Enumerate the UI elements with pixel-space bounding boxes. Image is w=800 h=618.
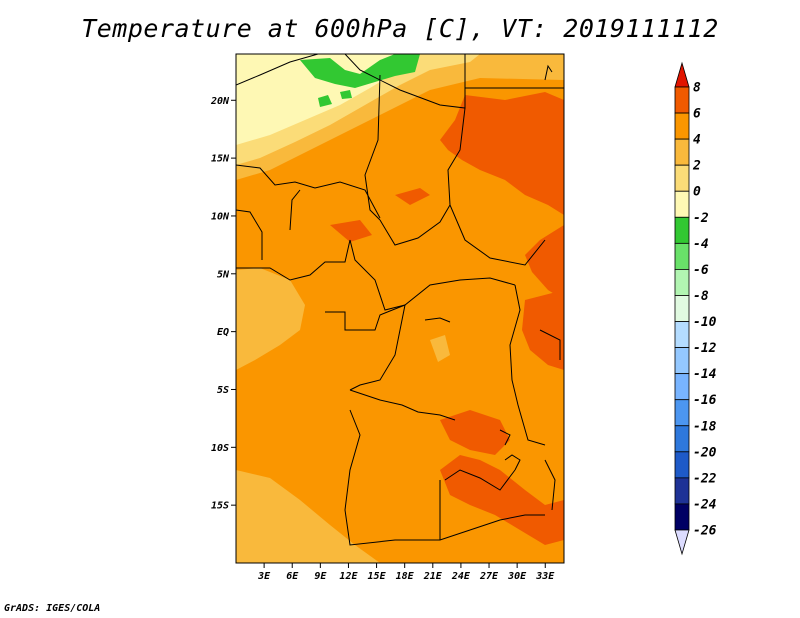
lat-tick-label: 15S: [211, 501, 229, 512]
lat-tick-label: 20N: [210, 96, 230, 107]
colorbar-segment: [674, 86, 690, 114]
colorbar-segment: [674, 373, 690, 401]
country-borders: [236, 54, 564, 546]
lat-tick-label: 5S: [217, 385, 229, 396]
colorbar-segment: [674, 242, 690, 270]
colorbar-label: -22: [693, 471, 717, 486]
field-4-to-6-north-east: [440, 92, 564, 215]
lon-tick-label: 21E: [423, 571, 443, 582]
colorbar-label: 0: [693, 185, 701, 200]
colorbar-label: -6: [693, 263, 709, 278]
colorbar-label: -18: [693, 419, 717, 434]
colorbar-segment: [674, 347, 690, 375]
field-minus6-to-minus4: [300, 54, 420, 88]
colorbar-bottom-arrow: [674, 529, 690, 556]
colorbar-label: -14: [693, 367, 717, 382]
colorbar-segment: [674, 425, 690, 453]
colorbar-label: -12: [693, 341, 717, 356]
colorbar-segment: [674, 295, 690, 322]
colorbar-segment: [674, 399, 690, 427]
longitude-axis: 3E 6E 9E 12E 15E 18E 21E 24E 27E 30E 33E: [257, 563, 555, 582]
lon-tick-label: 33E: [535, 571, 555, 582]
field-4-to-6-east: [525, 225, 564, 300]
colorbar-label: -8: [693, 289, 709, 304]
colorbar-label: -26: [693, 524, 717, 539]
colorbar-segment: [674, 269, 690, 296]
colorbar-label: 4: [693, 133, 701, 148]
lat-tick-label: 10N: [211, 211, 230, 222]
colorbar-label: -10: [693, 315, 717, 330]
colorbar-segment: [674, 190, 690, 218]
lat-tick-label: 10S: [211, 443, 229, 454]
colorbar-segment: [674, 112, 690, 140]
field-minus6-to-minus4-spots: [318, 90, 352, 107]
map-frame: [235, 53, 565, 564]
colorbar-segment: [674, 138, 690, 166]
field-4-to-6-great-lakes: [522, 290, 564, 370]
grads-credit: GrADS: IGES/COLA: [4, 603, 101, 614]
colorbar-label: -4: [693, 237, 709, 252]
field-4-to-6-patch: [440, 410, 510, 455]
lon-tick-label: 15E: [368, 571, 387, 582]
lon-tick-label: 24E: [451, 571, 471, 582]
lon-tick-label: 12E: [339, 571, 358, 582]
colorbar: 8 6 4 2 0 -2 -4 -6 -8 -10 -12 -14 -16 -18 -20 -22 -24 -26: [674, 61, 717, 556]
lat-tick-label: 15N: [211, 154, 230, 165]
colorbar-segment: [674, 451, 690, 479]
lat-tick-label: 5N: [217, 269, 230, 280]
lon-tick-label: 3E: [257, 571, 271, 582]
colorbar-label: 2: [692, 159, 701, 174]
temperature-field: [236, 54, 564, 563]
colorbar-label: 8: [693, 81, 701, 96]
chart-title: Temperature at 600hPa [C], VT: 201911111…: [81, 14, 719, 43]
field-4-to-6-central: [330, 220, 372, 242]
colorbar-segment: [674, 321, 690, 348]
colorbar-label: -2: [693, 211, 709, 226]
colorbar-segment: [674, 477, 690, 505]
lon-tick-label: 27E: [479, 571, 499, 582]
lon-tick-label: 6E: [286, 571, 299, 582]
field-0-to-2-west: [236, 268, 305, 370]
field-0-to-2-basin: [430, 335, 450, 362]
colorbar-label: -20: [693, 445, 717, 460]
lon-tick-label: 18E: [396, 571, 415, 582]
colorbar-label: -16: [693, 393, 717, 408]
latitude-axis: 20N 15N 10N 5N EQ 5S 10S 15S: [210, 96, 236, 512]
colorbar-segment: [674, 164, 690, 192]
field-4-to-6-sahel: [395, 188, 430, 205]
lat-tick-label: EQ: [217, 327, 229, 338]
field-0-to-2-southwest: [236, 470, 380, 563]
colorbar-label: -24: [693, 497, 717, 512]
colorbar-label: 6: [693, 107, 701, 122]
lon-tick-label: 9E: [314, 571, 327, 582]
colorbar-segment: [674, 216, 690, 244]
lon-tick-label: 30E: [507, 571, 527, 582]
field-4-to-6-south-east: [440, 455, 564, 545]
colorbar-top-arrow: [674, 61, 690, 88]
colorbar-segment: [674, 503, 690, 531]
